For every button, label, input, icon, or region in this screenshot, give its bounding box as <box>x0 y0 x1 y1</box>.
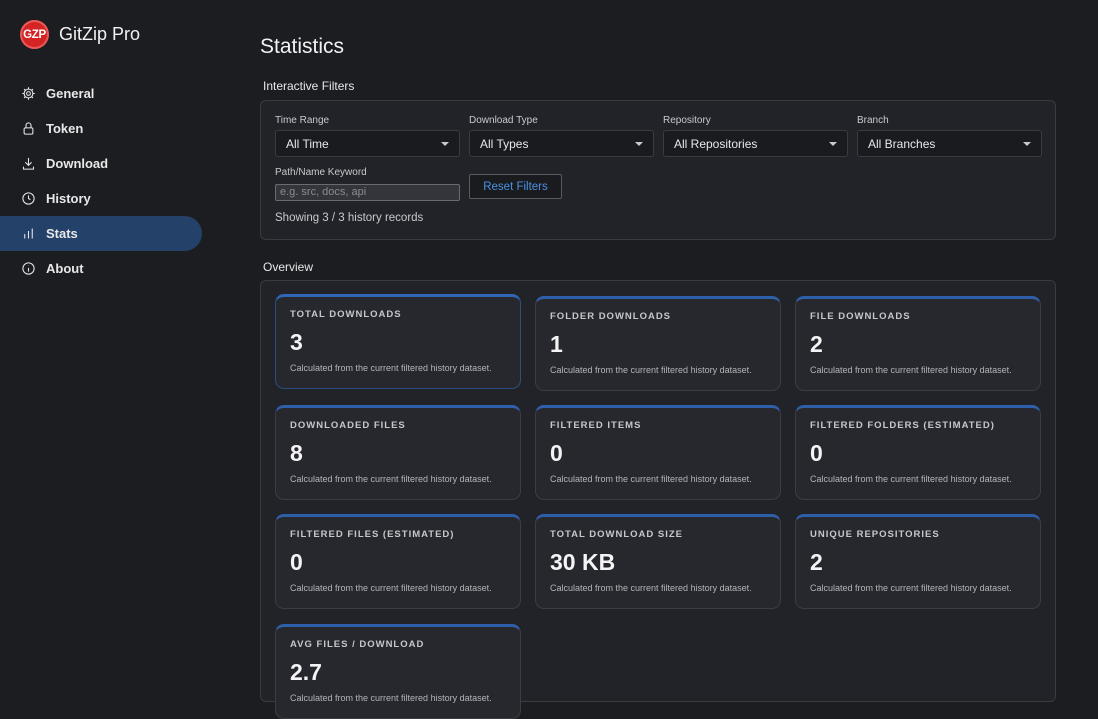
sidebar-item-label: Token <box>46 121 84 136</box>
stat-card-filtered-items: FILTERED ITEMS 0 Calculated from the cur… <box>535 405 781 500</box>
stat-description: Calculated from the current filtered his… <box>810 474 1012 484</box>
time-range-label: Time Range <box>275 115 330 126</box>
repository-filter: Repository All Repositories <box>663 115 848 157</box>
stat-card-filtered-files: FILTERED FILES (ESTIMATED) 0 Calculated … <box>275 514 521 609</box>
overview-section-title: Overview <box>263 260 314 274</box>
stat-value: 2.7 <box>290 659 322 685</box>
branch-value: All Branches <box>868 136 936 151</box>
stat-value: 0 <box>550 440 563 466</box>
stat-label: UNIQUE REPOSITORIES <box>810 529 940 540</box>
sidebar-item-about[interactable]: About <box>0 251 202 286</box>
stat-description: Calculated from the current filtered his… <box>290 693 492 703</box>
stat-card-unique-repositories: UNIQUE REPOSITORIES 2 Calculated from th… <box>795 514 1041 609</box>
download-type-label: Download Type <box>469 115 538 126</box>
brand: GZP GitZip Pro <box>20 20 140 49</box>
time-range-value: All Time <box>286 136 329 151</box>
stat-label: DOWNLOADED FILES <box>290 420 406 431</box>
stat-label: FILTERED ITEMS <box>550 420 642 431</box>
stat-card-total-downloads: TOTAL DOWNLOADS 3 Calculated from the cu… <box>275 294 521 389</box>
showing-records-text: Showing 3 / 3 history records <box>275 212 424 224</box>
stat-description: Calculated from the current filtered his… <box>810 365 1012 375</box>
stat-label: FILE DOWNLOADS <box>810 311 911 322</box>
bar-chart-icon <box>20 226 36 242</box>
stat-description: Calculated from the current filtered his… <box>290 474 492 484</box>
keyword-filter: Path/Name Keyword <box>275 167 460 201</box>
sidebar-item-label: About <box>46 261 84 276</box>
stat-description: Calculated from the current filtered his… <box>550 583 752 593</box>
download-type-filter: Download Type All Types <box>469 115 654 157</box>
gitzip-logo: GZP <box>20 20 49 49</box>
stat-description: Calculated from the current filtered his… <box>290 583 492 593</box>
reset-filters-button[interactable]: Reset Filters <box>469 174 562 199</box>
branch-label: Branch <box>857 115 889 126</box>
stat-card-file-downloads: FILE DOWNLOADS 2 Calculated from the cur… <box>795 296 1041 391</box>
stat-card-filtered-folders: FILTERED FOLDERS (ESTIMATED) 0 Calculate… <box>795 405 1041 500</box>
stat-value: 0 <box>810 440 823 466</box>
filters-section-title: Interactive Filters <box>263 79 355 93</box>
stat-value: 30 KB <box>550 549 616 575</box>
filters-panel: Time Range All Time Download Type All Ty… <box>260 100 1056 240</box>
stat-label: FOLDER DOWNLOADS <box>550 311 672 322</box>
time-range-select[interactable]: All Time <box>275 130 460 157</box>
sidebar: GZP GitZip Pro General Token Download H <box>0 0 220 686</box>
main-content: Statistics Interactive Filters Time Rang… <box>260 0 1057 719</box>
sidebar-item-label: Stats <box>46 226 78 241</box>
sidebar-nav: General Token Download History Stats <box>0 76 220 286</box>
chevron-down-icon <box>635 141 643 146</box>
stat-label: FILTERED FILES (ESTIMATED) <box>290 529 455 540</box>
sidebar-item-stats[interactable]: Stats <box>0 216 202 251</box>
sidebar-item-general[interactable]: General <box>0 76 202 111</box>
sidebar-item-label: General <box>46 86 95 101</box>
stat-label: TOTAL DOWNLOADS <box>290 309 402 320</box>
branch-select[interactable]: All Branches <box>857 130 1042 157</box>
sidebar-item-token[interactable]: Token <box>0 111 202 146</box>
download-type-select[interactable]: All Types <box>469 130 654 157</box>
stat-card-folder-downloads: FOLDER DOWNLOADS 1 Calculated from the c… <box>535 296 781 391</box>
stat-description: Calculated from the current filtered his… <box>810 583 1012 593</box>
download-type-value: All Types <box>480 136 529 151</box>
chevron-down-icon <box>829 141 837 146</box>
chevron-down-icon <box>1023 141 1031 146</box>
info-icon <box>20 261 36 277</box>
stat-card-avg-files-per-download: AVG FILES / DOWNLOAD 2.7 Calculated from… <box>275 624 521 719</box>
time-range-filter: Time Range All Time <box>275 115 460 157</box>
repository-value: All Repositories <box>674 136 758 151</box>
stat-value: 8 <box>290 440 303 466</box>
stat-value: 1 <box>550 331 563 357</box>
branch-filter: Branch All Branches <box>857 115 1042 157</box>
stat-value: 2 <box>810 331 823 357</box>
sidebar-item-history[interactable]: History <box>0 181 202 216</box>
app-name: GitZip Pro <box>59 24 141 44</box>
sidebar-item-label: Download <box>46 156 109 171</box>
gear-icon <box>20 86 36 102</box>
stat-card-downloaded-files: DOWNLOADED FILES 8 Calculated from the c… <box>275 405 521 500</box>
stat-label: AVG FILES / DOWNLOAD <box>290 639 425 650</box>
repository-label: Repository <box>663 115 711 126</box>
download-icon <box>20 156 36 172</box>
chevron-down-icon <box>441 141 449 146</box>
stat-value: 0 <box>290 549 303 575</box>
stat-description: Calculated from the current filtered his… <box>550 365 752 375</box>
stat-label: FILTERED FOLDERS (ESTIMATED) <box>810 420 995 431</box>
sidebar-item-download[interactable]: Download <box>0 146 202 181</box>
page-title: Statistics <box>260 35 345 58</box>
lock-icon <box>20 121 36 137</box>
stat-description: Calculated from the current filtered his… <box>550 474 752 484</box>
stat-value: 2 <box>810 549 823 575</box>
stat-value: 3 <box>290 329 303 355</box>
overview-panel: TOTAL DOWNLOADS 3 Calculated from the cu… <box>260 280 1056 719</box>
clock-icon <box>20 191 36 207</box>
stat-card-total-download-size: TOTAL DOWNLOAD SIZE 30 KB Calculated fro… <box>535 514 781 609</box>
keyword-input[interactable] <box>275 183 460 201</box>
stat-label: TOTAL DOWNLOAD SIZE <box>550 529 683 540</box>
repository-select[interactable]: All Repositories <box>663 130 848 157</box>
stat-description: Calculated from the current filtered his… <box>290 363 492 373</box>
keyword-label: Path/Name Keyword <box>275 167 367 178</box>
sidebar-item-label: History <box>46 191 91 206</box>
